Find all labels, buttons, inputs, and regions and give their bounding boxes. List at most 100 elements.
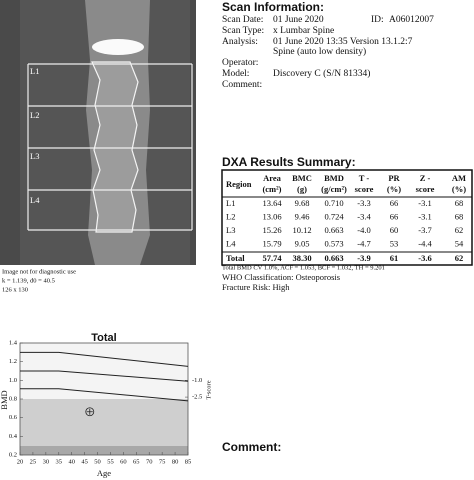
value: Spine (auto low density) — [273, 46, 366, 57]
cell: 0.710 — [324, 198, 343, 208]
label: Scan Date: — [222, 15, 263, 25]
x-tick-label: 50 — [94, 458, 101, 465]
x-tick-label: 60 — [120, 458, 127, 465]
y-tick-label: 0.8 — [9, 395, 17, 402]
x-tick-label: 75 — [159, 458, 166, 465]
value: Discovery C (S/N 81334) — [273, 68, 370, 79]
cell: 57.74 — [262, 253, 282, 263]
reference-line — [20, 351, 189, 367]
reference-line — [20, 388, 189, 402]
vertebra-label: L3 — [30, 151, 39, 161]
section-title: Scan Information: — [222, 0, 324, 14]
cell: 13.64 — [262, 198, 282, 208]
band — [20, 399, 188, 455]
patient-point — [85, 407, 95, 417]
note: WHO Classification: Osteoporosis — [222, 272, 340, 282]
column-header: AM — [452, 173, 466, 183]
column-header: (cm²) — [262, 184, 281, 194]
cell: 60 — [390, 225, 399, 235]
value: 01 June 2020 — [273, 15, 324, 25]
cell: Total — [226, 253, 245, 263]
cell: 0.573 — [324, 238, 343, 248]
column-header: score — [355, 184, 374, 194]
cell: -3.7 — [418, 225, 431, 235]
cell: -3.9 — [357, 253, 370, 263]
chart-title: Total — [91, 332, 116, 344]
y-tick-label: 1.2 — [9, 358, 17, 365]
section-title: DXA Results Summary: — [222, 155, 356, 169]
column-header: BMC — [292, 173, 312, 183]
column-header: BMD — [324, 173, 344, 183]
cell: 38.30 — [292, 253, 311, 263]
scan-image: L1 L2 L3 L4 — [0, 0, 196, 265]
cell: 15.79 — [262, 238, 281, 248]
x-tick-label: 65 — [133, 458, 140, 465]
cell: L2 — [226, 211, 235, 221]
column-header: score — [416, 184, 435, 194]
y-axis-label: BMD — [0, 390, 9, 409]
cell: 66 — [390, 198, 399, 208]
patient-cross — [86, 408, 93, 415]
label: Analysis: — [222, 37, 258, 47]
reference-line — [20, 370, 189, 382]
cell: -4.7 — [357, 238, 370, 248]
x-tick-label: 85 — [185, 458, 192, 465]
x-tick-label: 35 — [56, 458, 63, 465]
x-tick-label: 45 — [81, 458, 88, 465]
y-tick-label: 0.4 — [9, 433, 18, 440]
cell: 62 — [455, 253, 464, 263]
x-axis-label: Age — [97, 468, 111, 478]
cell: 66 — [390, 211, 399, 221]
y2-tick-label: -1.0 — [192, 377, 202, 384]
column-header: Area — [263, 173, 282, 183]
note: Total BMD CV 1.0%, ACF = 1.053, BCF = 1.… — [222, 264, 385, 271]
label: Operator: — [222, 58, 258, 68]
cell: 10.12 — [292, 225, 311, 235]
cell: 9.46 — [295, 211, 310, 221]
y-tick-label: 1.4 — [9, 339, 18, 346]
cell: 0.724 — [324, 211, 344, 221]
caption: 126 x 130 — [2, 286, 28, 293]
cell: 68 — [455, 211, 464, 221]
x-tick-label: 55 — [107, 458, 114, 465]
x-tick-label: 30 — [43, 458, 50, 465]
cell: -3.6 — [418, 253, 431, 263]
cell: L1 — [226, 198, 235, 208]
caption: Image not for diagnostic use — [2, 268, 76, 275]
cell: -3.1 — [418, 198, 431, 208]
x-tick-label: 80 — [172, 458, 179, 465]
label: Scan Type: — [222, 26, 264, 36]
column-header: (%) — [452, 184, 466, 194]
y2-axis-label: T-score — [205, 380, 212, 399]
y-tick-label: 0.2 — [9, 451, 17, 458]
x-tick-label: 70 — [146, 458, 153, 465]
cell: -3.1 — [418, 211, 431, 221]
column-header: Region — [226, 179, 252, 189]
column-header: (g/cm²) — [321, 184, 347, 194]
column-header: (g) — [297, 184, 307, 194]
cell: 15.26 — [262, 225, 281, 235]
value: 01 June 2020 13:35 Version 13.1.2:7 — [273, 37, 413, 47]
cell: 61 — [390, 253, 399, 263]
label: ID: — [371, 15, 384, 25]
column-header: Z - — [420, 173, 431, 183]
cell: 68 — [455, 198, 464, 208]
vertebra-label: L1 — [30, 66, 39, 76]
cell: -3.4 — [357, 211, 371, 221]
cell: 9.68 — [295, 198, 310, 208]
value: x Lumbar Spine — [273, 26, 334, 36]
x-tick-label: 40 — [68, 458, 75, 465]
label: Model: — [222, 69, 249, 79]
column-header: PR — [388, 173, 400, 183]
y-tick-label: 1.0 — [9, 377, 17, 384]
cell: 0.663 — [324, 225, 343, 235]
cell: 9.05 — [295, 238, 310, 248]
cell: -4.4 — [418, 238, 432, 248]
cell: L3 — [226, 225, 235, 235]
note: Fracture Risk: High — [222, 282, 290, 292]
y-tick-label: 0.6 — [9, 414, 18, 421]
column-header: (%) — [387, 184, 401, 194]
vertebra-label: L2 — [30, 110, 39, 120]
label: Comment: — [222, 80, 262, 90]
